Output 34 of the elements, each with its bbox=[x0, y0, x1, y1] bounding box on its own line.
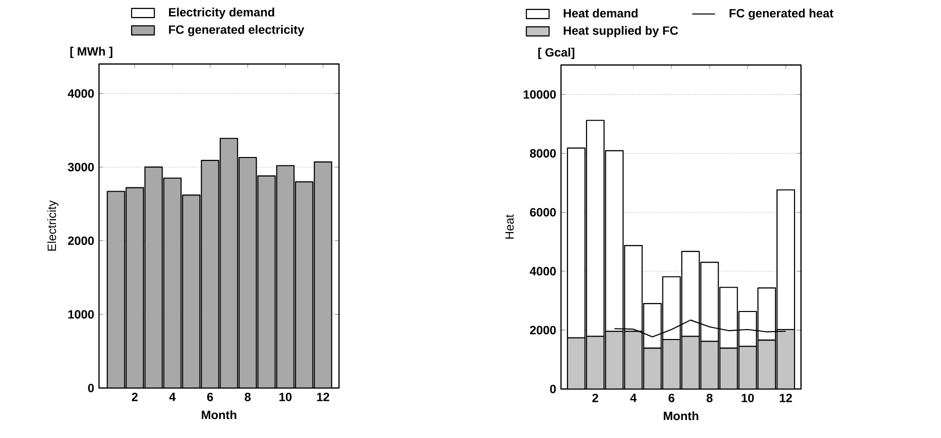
y-tick-label: 4000 bbox=[68, 89, 94, 98]
y-tick-label: 3000 bbox=[68, 162, 94, 172]
x-axis-title: Month bbox=[202, 410, 236, 420]
x-tick-label: 8 bbox=[706, 394, 713, 402]
x-tick-label: 2 bbox=[132, 392, 138, 402]
x-tick-label: 6 bbox=[207, 392, 213, 402]
x-tick-label: 10 bbox=[742, 394, 754, 402]
y-axis-title: Heat bbox=[505, 214, 514, 239]
text: [ Gcal] bbox=[538, 48, 574, 59]
legend-label: FC generated heat bbox=[730, 8, 834, 20]
x-axis-title: Month bbox=[664, 411, 698, 420]
text: [ MWh ] bbox=[70, 46, 112, 58]
y-tick-label: 2000 bbox=[530, 326, 556, 334]
y-tick-label: 2000 bbox=[68, 236, 94, 245]
x-tick-label: 12 bbox=[317, 392, 330, 402]
x-tick-label: 12 bbox=[780, 394, 792, 402]
y-tick-label: 0 bbox=[550, 384, 556, 394]
y-tick-label: 1000 bbox=[68, 310, 94, 319]
y-tick-label: 10000 bbox=[524, 90, 556, 99]
y-tick-label: 8000 bbox=[530, 149, 556, 158]
y-tick-label: 0 bbox=[88, 384, 94, 392]
x-tick-label: 8 bbox=[244, 392, 251, 402]
y-tick-label: 6000 bbox=[530, 208, 556, 217]
legend-label: Heat supplied by FC bbox=[564, 26, 678, 38]
x-tick-label: 6 bbox=[668, 394, 674, 402]
x-tick-label: 10 bbox=[279, 392, 292, 402]
legend-label: Electricity demand bbox=[169, 8, 274, 19]
x-tick-label: 4 bbox=[169, 392, 176, 401]
legend-label: Heat demand bbox=[564, 8, 638, 18]
y-tick-label: 4000 bbox=[530, 266, 556, 276]
legend-label: FC generated electricity bbox=[169, 25, 304, 36]
x-tick-label: 4 bbox=[630, 394, 637, 402]
x-tick-label: 2 bbox=[592, 394, 598, 402]
y-axis-title: Electricity bbox=[47, 200, 58, 251]
